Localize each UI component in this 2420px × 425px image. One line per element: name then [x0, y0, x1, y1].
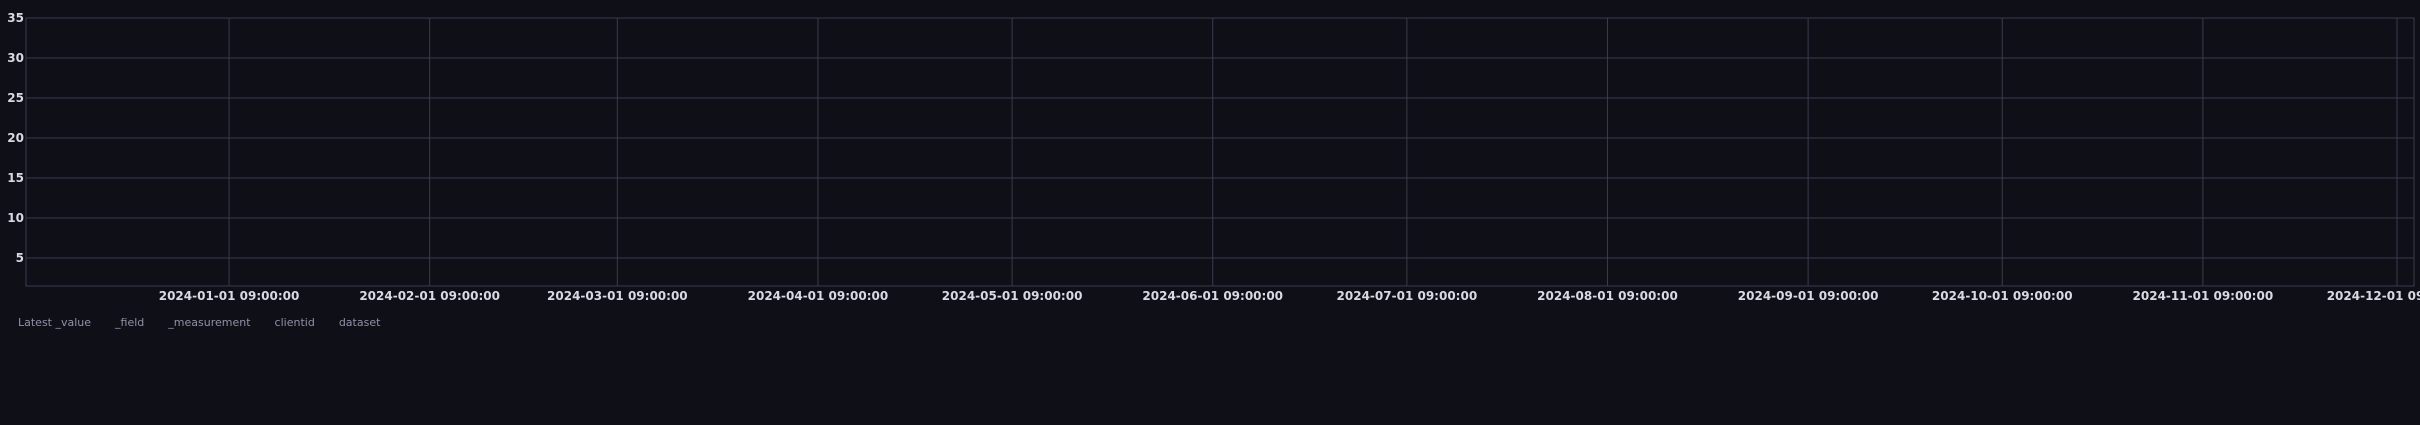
- y-tick-label: 30: [7, 51, 24, 65]
- y-tick-label: 35: [7, 11, 24, 25]
- y-tick-label: 5: [16, 251, 24, 265]
- legend-header-row: Latest _value _field _measurement client…: [10, 316, 396, 337]
- legend-header-measurement[interactable]: _measurement: [168, 316, 251, 329]
- x-tick-label: 2024-12-01 09:00:00: [2327, 289, 2420, 303]
- x-tick-label: 2024-03-01 09:00:00: [547, 289, 688, 303]
- x-tick-label: 2024-11-01 09:00:00: [2133, 289, 2274, 303]
- x-axis-ticks: 2024-01-01 09:00:00 2024-02-01 09:00:00 20…: [159, 289, 2420, 303]
- x-tick-label: 2024-08-01 09:00:00: [1537, 289, 1678, 303]
- y-tick-label: 25: [7, 91, 24, 105]
- x-tick-label: 2024-01-01 09:00:00: [159, 289, 300, 303]
- legend-header-dataset[interactable]: dataset: [338, 316, 381, 329]
- y-axis-ticks: 5 10 15 20 25 30 35: [7, 11, 24, 265]
- x-tick-label: 2024-09-01 09:00:00: [1738, 289, 1879, 303]
- legend-header-field[interactable]: _field: [115, 316, 145, 329]
- x-tick-label: 2024-05-01 09:00:00: [942, 289, 1083, 303]
- x-tick-label: 2024-02-01 09:00:00: [359, 289, 500, 303]
- x-tick-label: 2024-04-01 09:00:00: [748, 289, 889, 303]
- y-tick-label: 15: [7, 171, 24, 185]
- x-tick-label: 2024-10-01 09:00:00: [1932, 289, 2073, 303]
- legend-header-latest-value[interactable]: Latest _value: [18, 316, 92, 329]
- y-tick-label: 20: [7, 131, 24, 145]
- x-tick-label: 2024-07-01 09:00:00: [1337, 289, 1478, 303]
- x-tick-label: 2024-06-01 09:00:00: [1142, 289, 1283, 303]
- y-tick-label: 10: [7, 211, 24, 225]
- legend-header-clientid[interactable]: clientid: [274, 316, 315, 329]
- legend-table: Latest _value _field _measurement client…: [10, 316, 396, 337]
- time-series-area-chart[interactable]: 5 10 15 20 25 30 35 2024-01-01 09:00:00 2024-02…: [0, 0, 2420, 305]
- chart-grid: [25, 17, 2415, 287]
